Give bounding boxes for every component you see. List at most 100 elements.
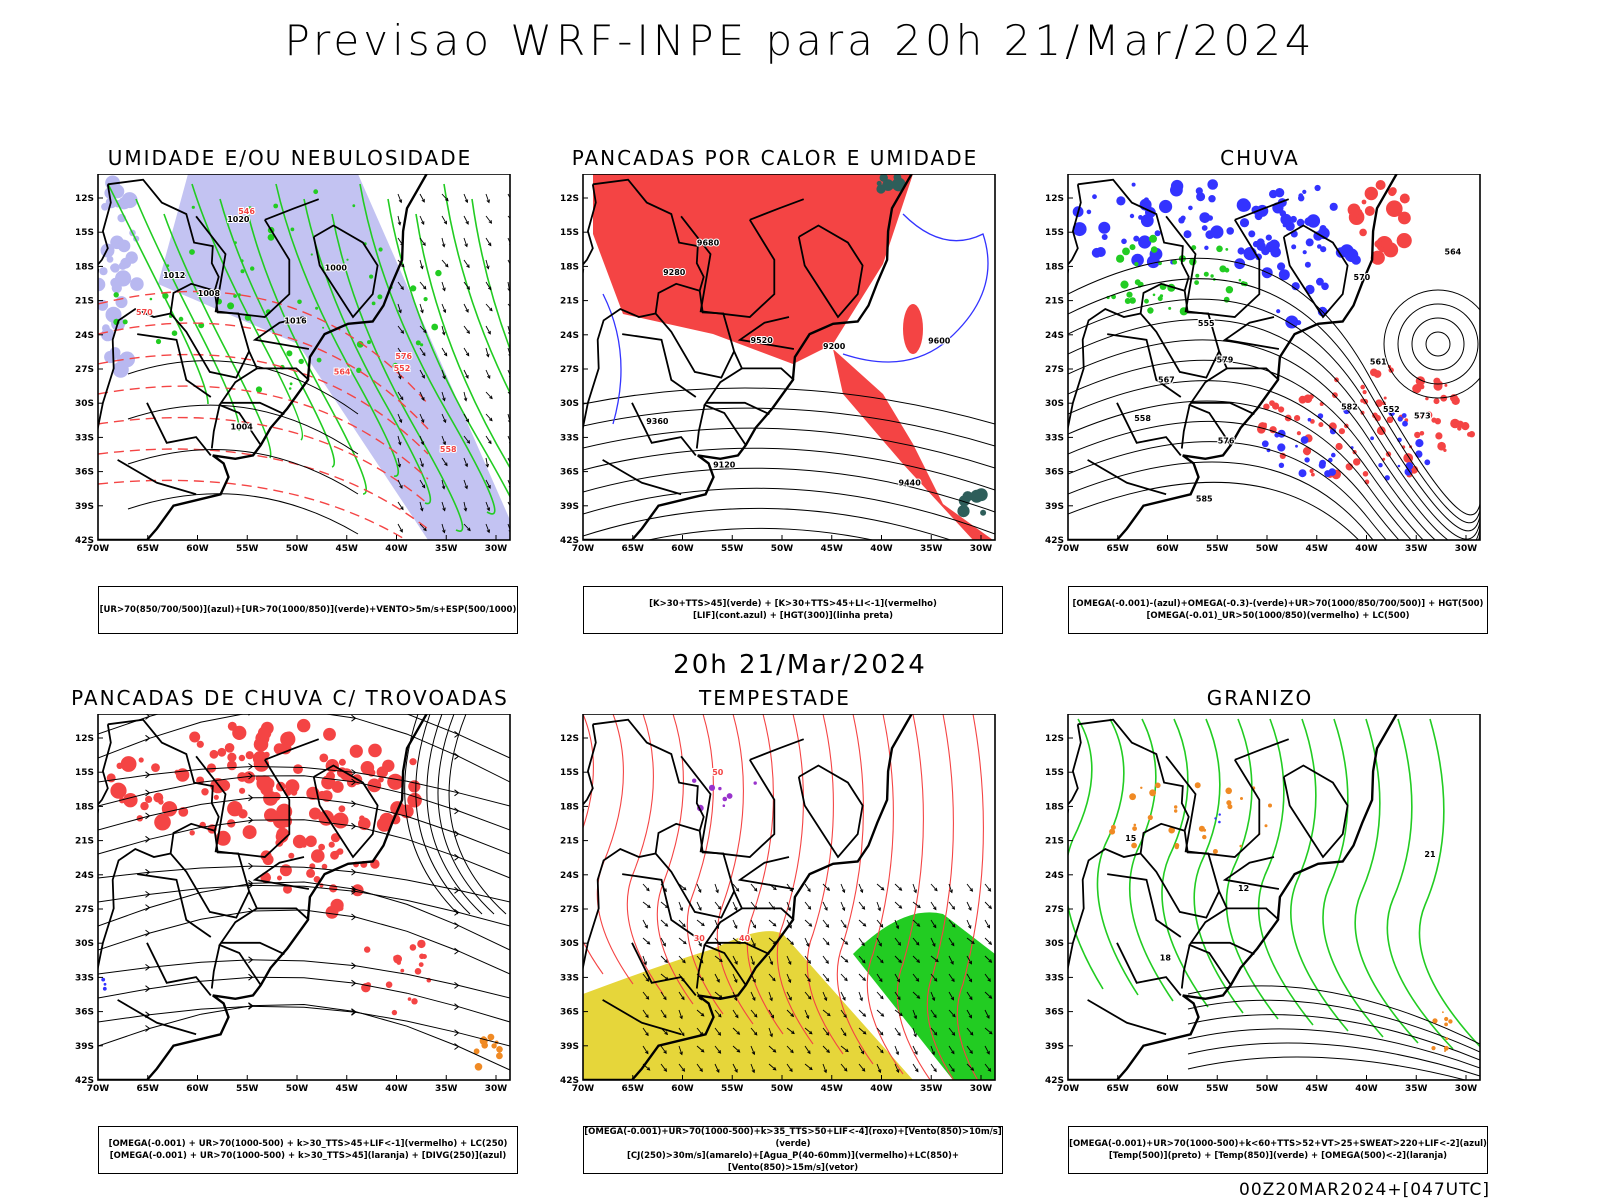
latitude-tick-label: 39S xyxy=(560,502,579,512)
contour-label: 564 xyxy=(334,367,351,376)
longitude-tick-label: 35W xyxy=(435,1084,458,1094)
latitude-tick-label: 42S xyxy=(75,536,94,546)
longitude-tick-label: 40W xyxy=(1355,1084,1378,1094)
legend-box: [OMEGA(-0.001)-(azul)+OMEGA(-0.3)-(verde… xyxy=(1068,586,1488,634)
panel-title: TEMPESTADE xyxy=(699,686,851,710)
latitude-tick-label: 21S xyxy=(1045,837,1064,847)
longitude-tick-label: 45W xyxy=(336,1084,359,1094)
longitude-tick-label: 60W xyxy=(1156,1084,1179,1094)
contour-label: 561 xyxy=(1370,357,1387,366)
contour-label: 9280 xyxy=(663,268,686,277)
latitude-tick-label: 15S xyxy=(560,228,579,238)
contour-label: 570 xyxy=(136,308,153,317)
contour-label: 1020 xyxy=(227,215,250,224)
contour-label: 9200 xyxy=(823,342,846,351)
latitude-tick-label: 15S xyxy=(75,228,94,238)
longitude-tick-label: 40W xyxy=(385,1084,408,1094)
latitude-tick-label: 24S xyxy=(560,331,579,341)
legend-box: [OMEGA(-0.001)+UR>70(1000-500)+k>35_TTS>… xyxy=(583,1126,1003,1174)
legend-line: [OMEGA(-0.001)+UR>70(1000-500)+k>35_TTS>… xyxy=(584,1127,1002,1149)
contour-label: 1012 xyxy=(163,271,185,280)
latitude-tick-label: 18S xyxy=(1045,802,1064,812)
longitude-tick-label: 35W xyxy=(435,544,458,554)
contour-label: 552 xyxy=(1383,405,1400,414)
contour-label: 576 xyxy=(395,352,412,361)
contour-label: 546 xyxy=(238,207,255,216)
latitude-tick-label: 33S xyxy=(75,433,94,443)
latitude-tick-label: 15S xyxy=(75,768,94,778)
contour-label: 12 xyxy=(1238,884,1249,893)
longitude-tick-label: 45W xyxy=(1306,1084,1329,1094)
longitude-tick-label: 50W xyxy=(771,1084,794,1094)
legend-line: [OMEGA(-0.001)+UR>70(1000-500)+k<60+TTS>… xyxy=(1069,1139,1487,1149)
latitude-tick-label: 21S xyxy=(1045,297,1064,307)
latitude-tick-label: 27S xyxy=(75,365,94,375)
contour-label: 1008 xyxy=(198,289,221,298)
contour-label: 585 xyxy=(1196,495,1213,504)
latitude-tick-label: 18S xyxy=(75,802,94,812)
panel-title: CHUVA xyxy=(1220,146,1300,170)
longitude-tick-label: 55W xyxy=(236,1084,259,1094)
contour-label: 9360 xyxy=(646,417,669,426)
longitude-tick-label: 60W xyxy=(186,544,209,554)
latitude-tick-label: 36S xyxy=(560,1008,579,1018)
latitude-tick-label: 12S xyxy=(75,734,94,744)
legend-line: [Temp(500)](preto) + [Temp(850)](verde) … xyxy=(1108,1151,1448,1161)
contour-label: 1004 xyxy=(231,423,254,432)
latitude-tick-label: 12S xyxy=(75,194,94,204)
contour-label: 21 xyxy=(1424,850,1436,859)
longitude-tick-label: 55W xyxy=(721,544,744,554)
longitude-tick-label: 45W xyxy=(821,544,844,554)
longitude-tick-label: 30W xyxy=(485,1084,508,1094)
latitude-tick-label: 30S xyxy=(560,399,579,409)
legend-line: [OMEGA(-0.001) + UR>70(1000-500) + k>30_… xyxy=(108,1139,508,1149)
latitude-tick-label: 12S xyxy=(1045,734,1064,744)
longitude-tick-label: 30W xyxy=(970,1084,993,1094)
legend-line: [LIF](cont.azul) + [HGT(300)](linha pret… xyxy=(692,611,894,621)
longitude-tick-label: 65W xyxy=(622,1084,645,1094)
contour-label: 558 xyxy=(1134,414,1151,423)
contour-label: 564 xyxy=(1445,248,1462,257)
longitude-tick-label: 40W xyxy=(385,544,408,554)
longitude-tick-label: 30W xyxy=(970,544,993,554)
longitude-tick-label: 70W xyxy=(1057,544,1080,554)
latitude-tick-label: 12S xyxy=(560,194,579,204)
contour-label: 9120 xyxy=(713,461,736,470)
latitude-tick-label: 21S xyxy=(75,297,94,307)
panel-humidity-cloudiness: UMIDADE E/OU NEBULOSIDADE 12S 15S 18S 21S 24S… xyxy=(60,146,520,634)
latitude-tick-label: 18S xyxy=(560,802,579,812)
latitude-tick-label: 15S xyxy=(1045,768,1064,778)
latitude-tick-label: 39S xyxy=(1045,502,1064,512)
longitude-tick-label: 40W xyxy=(870,1084,893,1094)
contour-label: 1016 xyxy=(284,317,307,326)
panel-storm: TEMPESTADE 12S 15S 18S 21S 24S 27S 30S 33S 36S 39S… xyxy=(545,686,1005,1174)
longitude-tick-label: 45W xyxy=(336,544,359,554)
longitude-tick-label: 60W xyxy=(671,1084,694,1094)
latitude-tick-label: 30S xyxy=(75,939,94,949)
longitude-tick-label: 50W xyxy=(1256,544,1279,554)
contour-label: 582 xyxy=(1341,402,1358,411)
legend-line: [CJ(250)>30m/s](amarelo)+[Agua_P(40-60mm… xyxy=(626,1151,960,1173)
longitude-tick-label: 65W xyxy=(622,544,645,554)
longitude-tick-label: 65W xyxy=(137,544,160,554)
latitude-tick-label: 33S xyxy=(75,973,94,983)
contour-label: 18 xyxy=(1160,954,1172,963)
longitude-tick-label: 70W xyxy=(87,1084,110,1094)
legend-line: [UR>70(850/700/500)](azul)+[UR>70(1000/8… xyxy=(99,605,517,615)
longitude-tick-label: 40W xyxy=(1355,544,1378,554)
contour-label: 576 xyxy=(1218,437,1235,446)
longitude-tick-label: 70W xyxy=(572,544,595,554)
longitude-tick-label: 50W xyxy=(286,1084,309,1094)
longitude-tick-label: 45W xyxy=(821,1084,844,1094)
contour-label: 555 xyxy=(1198,319,1215,328)
latitude-tick-label: 36S xyxy=(1045,468,1064,478)
longitude-tick-label: 40W xyxy=(870,544,893,554)
legend-line: [OMEGA(-0.001) + UR>70(1000-500) + k>30_… xyxy=(109,1151,507,1161)
latitude-tick-label: 39S xyxy=(75,502,94,512)
latitude-tick-label: 39S xyxy=(75,1042,94,1052)
longitude-tick-label: 35W xyxy=(1405,1084,1428,1094)
latitude-tick-label: 24S xyxy=(75,871,94,881)
latitude-tick-label: 18S xyxy=(560,262,579,272)
longitude-tick-label: 35W xyxy=(920,544,943,554)
contour-label: 9440 xyxy=(899,479,922,488)
